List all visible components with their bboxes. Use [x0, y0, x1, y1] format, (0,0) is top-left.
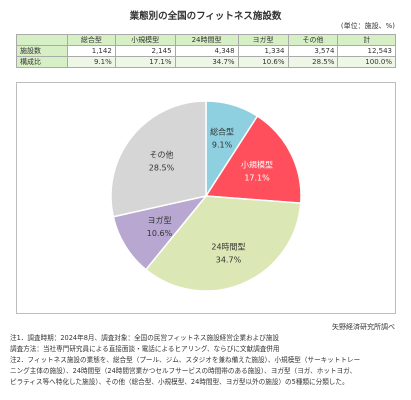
slice-value-label: 34.7% — [216, 255, 242, 264]
table-cell: 1,334 — [237, 45, 289, 57]
table-cell: 17.1% — [114, 56, 176, 68]
pie-slice — [204, 115, 302, 204]
table-row: 施設数 1,142 2,145 4,348 1,334 3,574 12,543 — [16, 45, 396, 57]
note-line: ピラティス等へ特化した施設）、その他（総合型、小規模型、24時間型、ヨガ型以外の… — [10, 378, 349, 386]
table-cell: 28.5% — [287, 56, 339, 68]
unit-note: (単位：施設、%) — [340, 22, 395, 30]
column-header: ヨガ型 — [237, 34, 289, 46]
slice-category-label: その他 — [150, 149, 174, 159]
slice-category-label: 小規模型 — [241, 160, 273, 170]
note-line: 注1．調査時期：2024年8月、調査対象：全国の民営フィットネス施設経営企業およ… — [10, 334, 280, 342]
column-header: 小規模型 — [114, 34, 176, 46]
table-cell: 34.7% — [174, 56, 239, 68]
table-header-row: 総合型 小規模型 24時間型 ヨガ型 その他 計 — [16, 34, 396, 46]
source-credit: 矢野経済研究所調べ — [332, 323, 395, 331]
slice-category-label: ヨガ型 — [147, 215, 171, 225]
column-header: 24時間型 — [174, 34, 239, 46]
pie-slice — [110, 100, 207, 218]
table-cell: 3,574 — [287, 45, 339, 57]
facility-table: 総合型 小規模型 24時間型 ヨガ型 その他 計 施設数 1,142 2,145… — [16, 34, 396, 68]
note-line: 調査方法：当社専門研究員による直接面談・電話によるヒアリング、ならびに文献調査併… — [10, 345, 280, 353]
slice-category-label: 24時間型 — [211, 242, 245, 251]
pie-chart: 総合型 9.1% 小規模型 17.1% 24時間型 34.7% ヨガ型 10.6% その他 28.… — [110, 100, 302, 292]
table-cell: 10.6% — [237, 56, 289, 68]
table-cell: 4,348 — [174, 45, 239, 57]
column-header: その他 — [287, 34, 339, 46]
table-cell: 12,543 — [337, 45, 396, 57]
column-header: 総合型 — [67, 34, 116, 46]
table-row: 構成比 9.1% 17.1% 34.7% 10.6% 28.5% 100.0% — [16, 56, 396, 68]
column-header: 計 — [337, 34, 396, 46]
row-label: 構成比 — [16, 56, 68, 68]
table-corner — [16, 34, 68, 46]
slice-value-label: 9.1% — [212, 140, 233, 149]
note-line: ニング主体の施設）、24時間型（24時間営業かつセルフサービスの時間帯のある施設… — [10, 367, 357, 375]
table-cell: 2,145 — [114, 45, 176, 57]
note-line: 注2．フィットネス施設の業態を、総合型（プール、ジム、スタジオを兼ね備えた施設）… — [10, 356, 361, 364]
chart-frame — [16, 82, 396, 314]
slice-value-label: 10.6% — [147, 229, 173, 238]
chart-title: 業態別の全国のフィットネス施設数 — [129, 11, 282, 22]
pie-slice — [144, 195, 302, 292]
slice-value-label: 28.5% — [149, 163, 175, 172]
slice-value-label: 17.1% — [244, 174, 270, 183]
table-cell: 9.1% — [67, 56, 116, 68]
slice-category-label: 総合型 — [210, 126, 234, 136]
row-label: 施設数 — [16, 45, 68, 57]
table-cell: 100.0% — [337, 56, 396, 68]
table-cell: 1,142 — [67, 45, 116, 57]
